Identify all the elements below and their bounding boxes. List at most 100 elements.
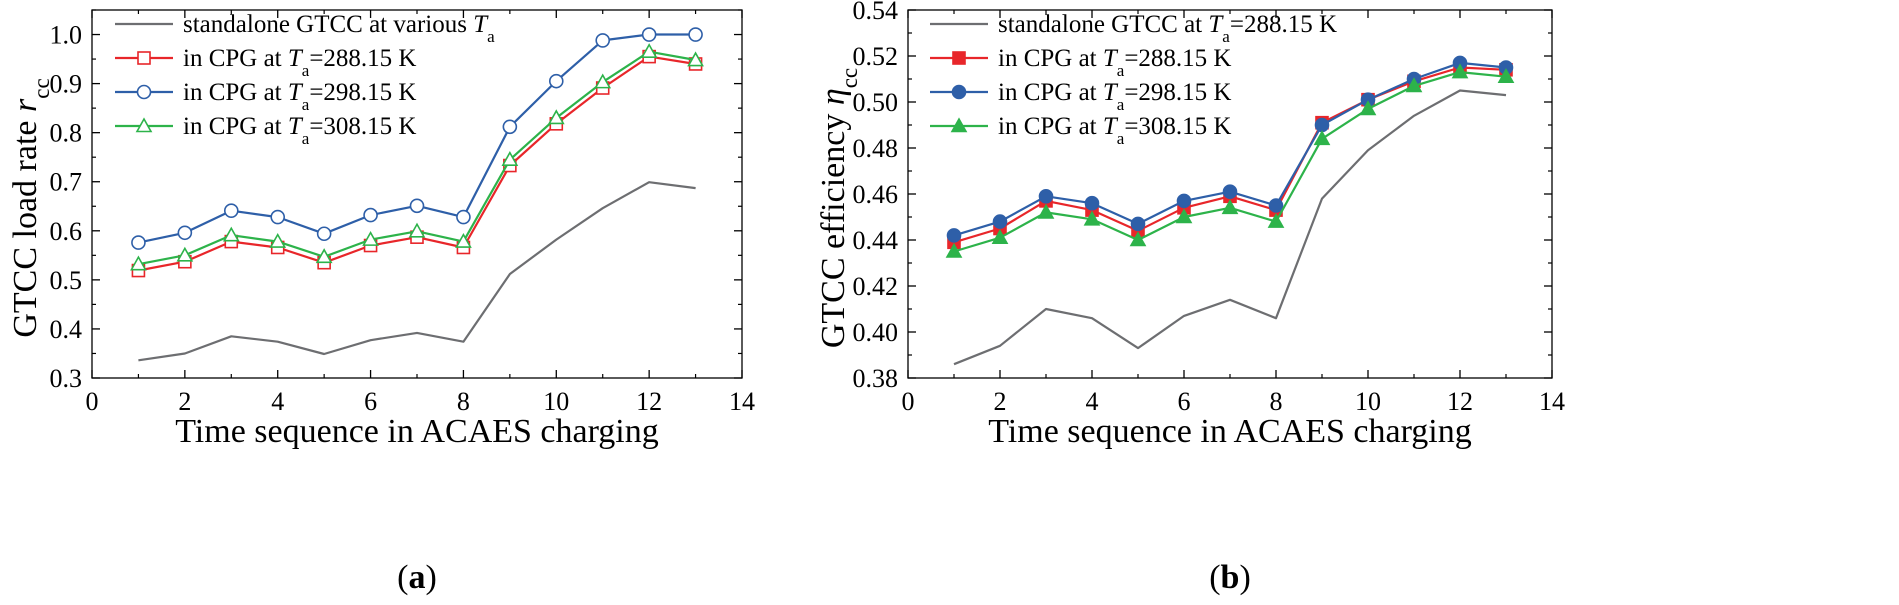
panel-b-x-tick-label: 6 <box>1178 387 1191 416</box>
panel-b-data-point <box>991 229 1009 244</box>
panel-b-legend-label: in CPG at Ta=308.15 K <box>998 113 1231 148</box>
panel-b-data-point <box>1314 117 1330 133</box>
panel-b-data-point <box>1176 193 1192 209</box>
panel-b-x-axis-title: Time sequence in ACAES charging <box>988 413 1472 450</box>
panel-a-data-point <box>408 222 426 238</box>
panel-a-legend-label: in CPG at Ta=298.15 K <box>183 79 416 114</box>
panel-a-data-point <box>269 232 287 248</box>
panel-b-x-tick-label: 10 <box>1355 387 1381 416</box>
panel-b-y-tick-label: 0.50 <box>853 88 899 117</box>
panel-a-data-point <box>501 151 519 166</box>
panel-b-legend-label: in CPG at Ta=288.15 K <box>998 45 1231 80</box>
panel-a-data-point <box>456 209 471 225</box>
panel-b-legend-label: standalone GTCC at Ta=288.15 K <box>998 11 1337 46</box>
panel-a-y-tick-label: 0.7 <box>50 168 83 197</box>
panel-a-data-point <box>548 73 564 89</box>
panel-a-legend-label: in CPG at Ta=288.15 K <box>183 45 416 80</box>
panel-b-data-point <box>1084 195 1100 211</box>
panel-a-data-point <box>594 73 612 89</box>
panel-a-y-tick-label: 0.8 <box>50 119 83 148</box>
panel-b-x-tick-label: 14 <box>1539 387 1565 416</box>
panel-b-data-point <box>1221 199 1239 215</box>
panel-a-legend-marker <box>137 51 151 65</box>
panel-b-data-point <box>1497 68 1515 83</box>
panel-a-data-point <box>641 27 657 42</box>
panel-a-data-point <box>177 225 193 241</box>
panel-a-data-point <box>363 207 378 223</box>
panel-a-data-point <box>595 33 611 48</box>
panel-b-legend: standalone GTCC at Ta=288.15 Kin CPG at … <box>930 11 1337 148</box>
panel-a-legend-marker <box>135 117 153 133</box>
panel-a-chart: 0 2 4 6 8 10 12 14 0.3 0.4 0.5 0.6 0.7 0.8 0.9 1.0 stand… <box>7 9 755 596</box>
panel-a-x-tick-label: 4 <box>271 387 284 416</box>
panel-a-y-tick-label: 1.0 <box>50 21 83 50</box>
panel-a-y-tick-label: 0.9 <box>50 70 83 99</box>
panel-a-x-tick-label: 2 <box>178 387 191 416</box>
panel-a-data-point <box>640 43 658 59</box>
panel-a-y-tick-label: 0.3 <box>50 364 83 393</box>
panel-b-y-tick-label: 0.38 <box>853 364 899 393</box>
panel-a-data-point <box>688 27 703 42</box>
panel-b-data-point <box>946 228 962 243</box>
panel-b-data-point <box>992 214 1008 229</box>
panel-a-data-point <box>316 226 332 242</box>
panel-a-data-point <box>176 246 194 262</box>
panel-b-x-tick-label: 2 <box>994 387 1007 416</box>
panel-b-data-point <box>1268 198 1284 213</box>
panel-a-series-2 <box>131 27 703 250</box>
panel-b-y-axis-title: GTCC efficiency ηcc <box>815 68 862 348</box>
panel-a-y-tick-label: 0.6 <box>50 217 83 246</box>
panel-b-legend-marker <box>950 117 968 133</box>
panel-b-data-point <box>1038 189 1054 204</box>
panel-a-data-point <box>130 255 147 271</box>
panel-a-x-tick-label: 10 <box>543 387 569 416</box>
panel-a-data-point <box>502 119 518 135</box>
panel-a-data-point <box>547 109 565 125</box>
panel-b-legend-label: in CPG at Ta=298.15 K <box>998 79 1231 114</box>
panel-b-x-tick-label: 4 <box>1086 387 1099 416</box>
panel-b-series-3 <box>945 63 1515 258</box>
panel-a-legend-label: standalone GTCC at various Ta <box>183 11 495 46</box>
panel-a-panel-label: (a) <box>397 559 437 596</box>
panel-b-data-point <box>1405 77 1423 93</box>
panel-b-data-point <box>1313 130 1331 146</box>
panel-a-data-point <box>270 209 286 225</box>
panel-b-data-point <box>1267 212 1285 228</box>
panel-b-data-point <box>1083 210 1101 226</box>
panel-b-y-tick-label: 0.46 <box>853 180 899 209</box>
panel-b-y-tick-label: 0.44 <box>853 226 899 255</box>
panel-a-y-axis-title: GTCC load rate rcc <box>7 78 54 337</box>
panel-a-y-tick-label: 0.5 <box>50 266 83 295</box>
panel-b-y-tick-label: 0.42 <box>853 272 899 301</box>
panel-b-y-tick-label: 0.48 <box>853 134 899 163</box>
panel-b-series-0 <box>953 89 1507 366</box>
panel-b-panel-label: (b) <box>1209 559 1251 596</box>
panel-a-x-tick-label: 12 <box>636 387 662 416</box>
panel-a-legend-marker <box>136 84 152 100</box>
panel-b-data-point <box>1451 63 1469 79</box>
panel-a-data-point <box>222 226 240 242</box>
panel-b-data-point <box>1359 100 1377 116</box>
panel-a-x-tick-label: 8 <box>457 387 470 416</box>
panel-b-data-point <box>1222 184 1238 199</box>
panel-b-x-tick-label: 12 <box>1447 387 1473 416</box>
panel-b-data-point <box>1130 216 1146 232</box>
panel-b-data-point <box>945 242 963 258</box>
panel-a-series-line <box>138 181 696 362</box>
panel-b-y-tick-label: 0.52 <box>853 42 899 71</box>
panel-b-x-tick-label: 0 <box>902 387 915 416</box>
panel-a-data-point <box>223 203 239 218</box>
panel-a-legend-label: in CPG at Ta=308.15 K <box>183 113 416 148</box>
panel-a-x-axis-title: Time sequence in ACAES charging <box>175 413 659 450</box>
panel-a-data-point <box>409 198 425 214</box>
panel-a-series-3 <box>130 43 704 271</box>
panel-a-data-point <box>315 248 333 264</box>
panel-b-y-tick-label: 0.40 <box>853 318 899 347</box>
panel-b-data-point <box>1037 203 1055 219</box>
panel-a-data-point <box>131 235 146 250</box>
panel-b-x-tick-label: 8 <box>1270 387 1283 416</box>
panel-b-legend-marker <box>952 51 966 65</box>
